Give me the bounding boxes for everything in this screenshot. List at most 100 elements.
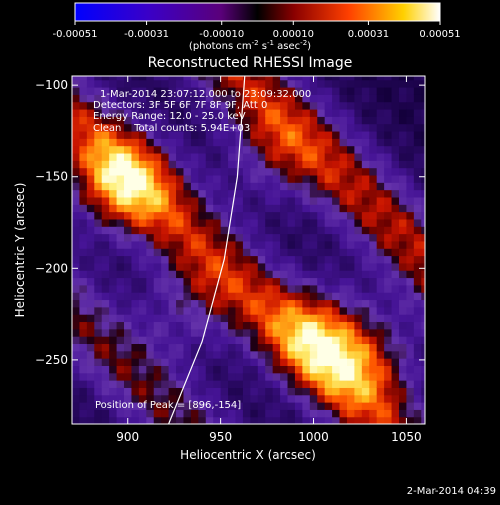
heatmap-cell <box>176 299 185 308</box>
heatmap-cell <box>398 365 408 374</box>
heatmap-cell <box>138 167 147 176</box>
heatmap-cell <box>94 328 103 337</box>
heatmap-cell <box>109 306 118 315</box>
heatmap-cell <box>153 145 162 154</box>
heatmap-cell <box>242 79 251 88</box>
heatmap-cell <box>116 343 125 352</box>
heatmap-cell <box>339 160 348 169</box>
heatmap-cell <box>317 284 326 293</box>
heatmap-cell <box>109 402 118 410</box>
heatmap-cell <box>183 204 192 213</box>
heatmap-cell <box>287 314 296 323</box>
heatmap-cell <box>332 262 341 271</box>
heatmap-cell <box>406 328 415 337</box>
heatmap-cell <box>220 211 229 220</box>
heatmap-cell <box>235 76 244 81</box>
heatmap-cell <box>257 218 266 227</box>
heatmap-cell <box>109 123 118 132</box>
heatmap-cell <box>235 196 244 205</box>
heatmap-cell <box>361 138 370 147</box>
heatmap-cell <box>265 372 274 381</box>
heatmap-cell <box>294 306 303 315</box>
heatmap-cell <box>406 240 415 249</box>
heatmap-cell <box>250 306 259 315</box>
heatmap-cell <box>161 79 170 88</box>
heatmap-cell <box>265 218 274 227</box>
heatmap-cell <box>272 108 281 117</box>
heatmap-cell <box>302 116 311 125</box>
heatmap-cell <box>413 343 422 352</box>
heatmap-cell <box>280 372 289 381</box>
heatmap-cell <box>376 387 385 396</box>
heatmap-cell <box>376 211 385 220</box>
heatmap-cell <box>146 365 155 374</box>
heatmap-cell <box>190 86 199 95</box>
heatmap-cell <box>242 409 251 418</box>
heatmap-cell <box>398 101 408 110</box>
heatmap-cell <box>124 160 133 169</box>
heatmap-cell <box>346 336 355 345</box>
heatmap-cell <box>302 270 311 279</box>
heatmap-cell <box>190 292 199 301</box>
heatmap-cell <box>317 145 326 154</box>
heatmap-cell <box>124 358 133 366</box>
heatmap-cell <box>391 387 400 396</box>
heatmap-cell <box>257 387 266 396</box>
heatmap-cell <box>138 299 147 308</box>
heatmap-cell <box>369 380 378 388</box>
heatmap-cell <box>384 204 393 213</box>
heatmap-cell <box>287 372 296 381</box>
heatmap-cell <box>153 189 162 198</box>
heatmap-cell <box>220 79 229 88</box>
heatmap-cell <box>131 255 140 264</box>
heatmap-cell <box>124 204 133 213</box>
heatmap-cell <box>86 394 95 403</box>
heatmap-cell <box>116 174 125 183</box>
heatmap-cell <box>242 336 251 345</box>
heatmap-cell <box>220 167 229 176</box>
heatmap-cell <box>361 402 370 410</box>
heatmap-cell <box>183 284 192 293</box>
heatmap-cell <box>138 343 147 352</box>
heatmap-cell <box>421 343 425 352</box>
heatmap-cell <box>361 189 370 198</box>
heatmap-cell <box>198 255 207 264</box>
heatmap-cell <box>138 196 147 205</box>
heatmap-cell <box>324 248 333 257</box>
heatmap-cell <box>242 123 251 132</box>
heatmap-cell <box>146 152 155 161</box>
heatmap-cell <box>161 314 170 323</box>
heatmap-cell <box>190 226 199 235</box>
heatmap-cell <box>116 262 125 271</box>
heatmap-cell <box>190 365 199 374</box>
solar-limb-line <box>168 76 246 424</box>
heatmap-cell <box>272 94 281 103</box>
heatmap-cell <box>361 416 370 424</box>
heatmap-cell <box>72 138 81 147</box>
heatmap-cell <box>176 292 185 301</box>
heatmap-cell <box>109 189 118 198</box>
heatmap-cell <box>242 145 251 154</box>
heatmap-cell <box>161 284 170 293</box>
heatmap-cell <box>398 160 408 169</box>
heatmap-cell <box>332 248 341 257</box>
heatmap-cell <box>324 101 333 110</box>
heatmap-cell <box>228 160 237 169</box>
heatmap-cell <box>332 76 341 81</box>
heatmap-cell <box>398 86 408 95</box>
heatmap-cell <box>235 409 244 418</box>
heatmap-cell <box>317 101 326 110</box>
heatmap-cell <box>72 343 81 352</box>
heatmap-cell <box>250 79 259 88</box>
heatmap-cell <box>124 350 133 359</box>
heatmap-cell <box>72 196 81 205</box>
heatmap-cell <box>346 365 355 374</box>
heatmap-cell <box>272 116 281 125</box>
heatmap-cell <box>205 372 214 381</box>
heatmap-cell <box>339 380 348 388</box>
heatmap-cell <box>317 167 326 176</box>
heatmap-cell <box>287 394 296 403</box>
heatmap-cell <box>109 372 118 381</box>
heatmap-cell <box>398 204 408 213</box>
heatmap-cell <box>287 204 296 213</box>
